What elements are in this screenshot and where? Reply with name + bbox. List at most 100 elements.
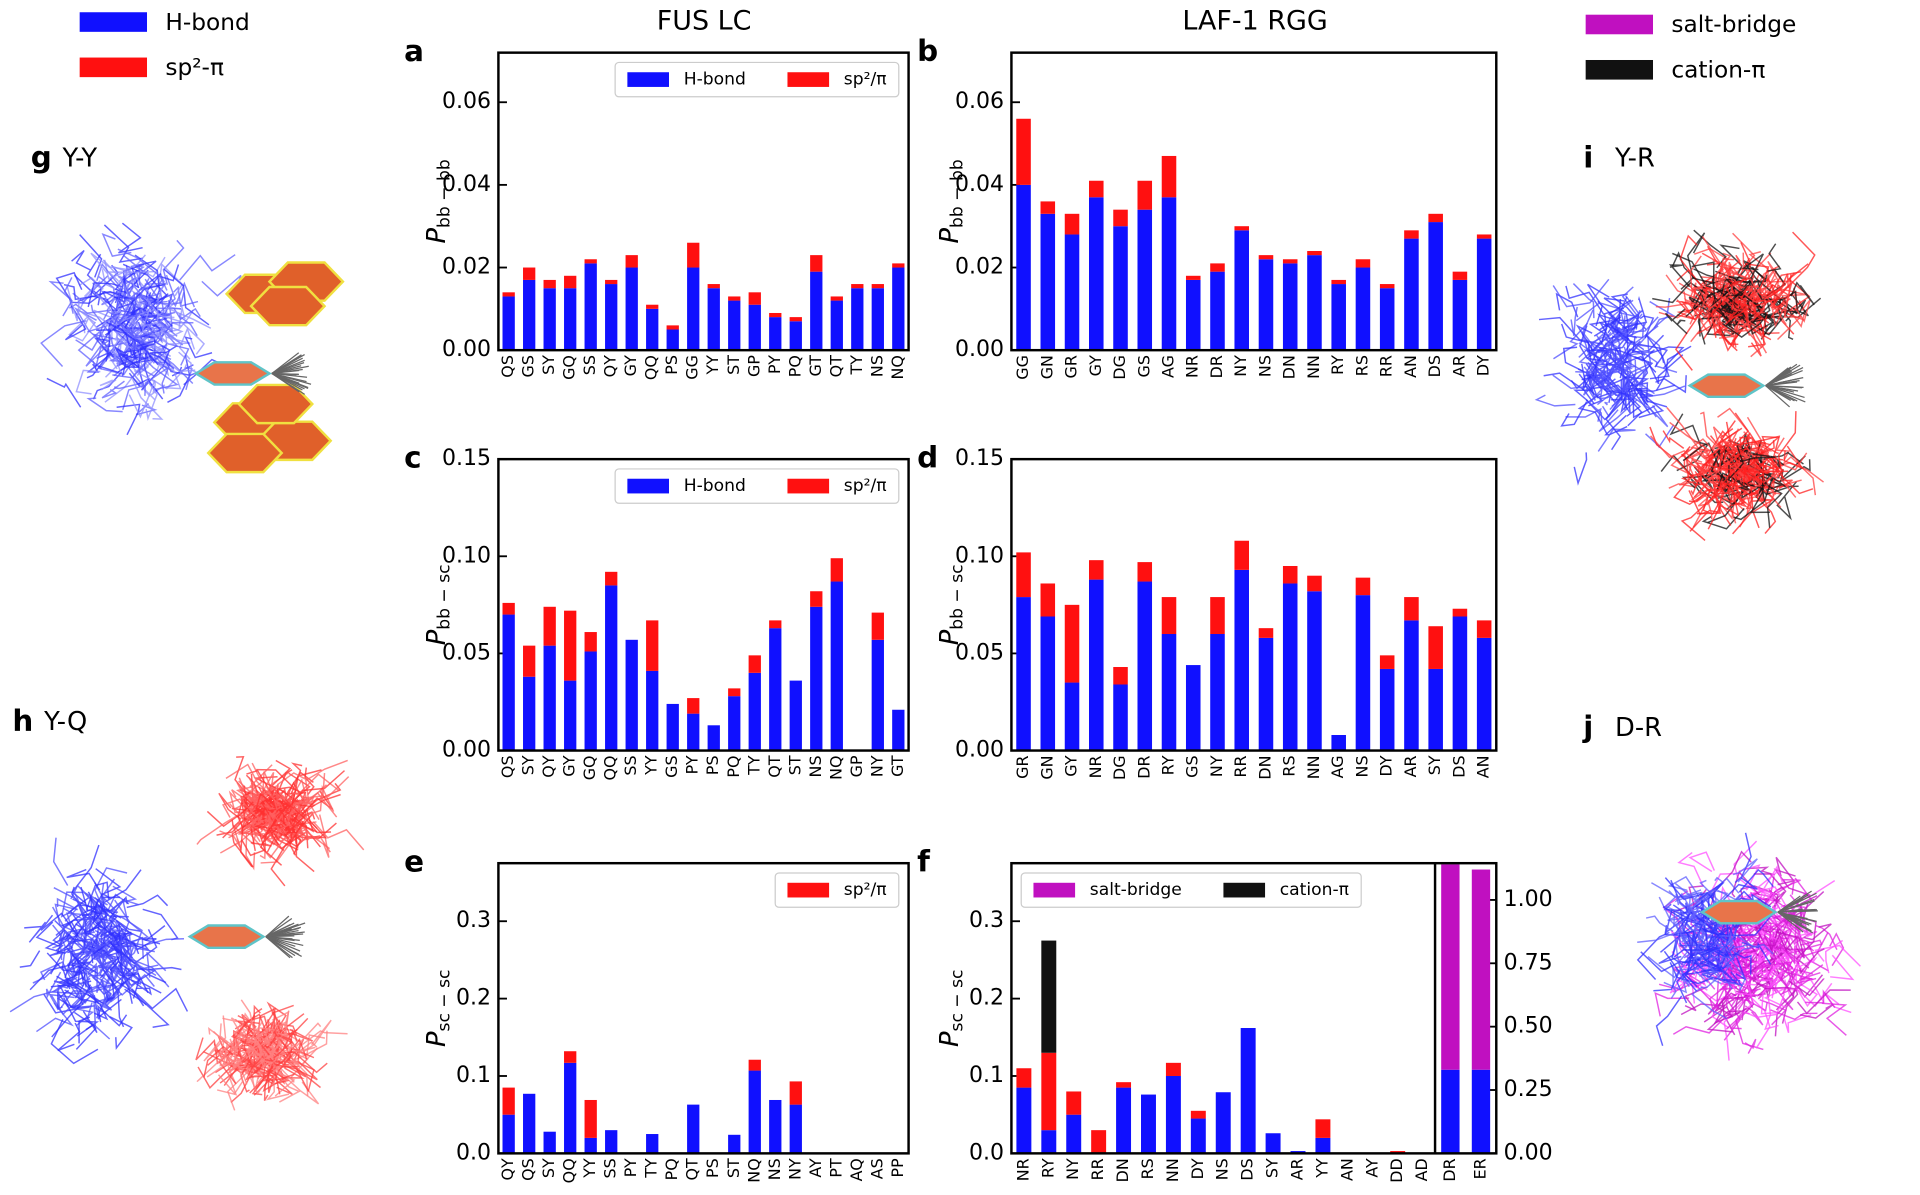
bar-segment [789, 680, 802, 751]
molecule-stick [85, 336, 114, 367]
molecule-stick [217, 1046, 230, 1070]
bar-segment [728, 296, 741, 301]
molecule-stick [179, 313, 198, 337]
bar-segment [1240, 1028, 1256, 1154]
bar-segment [1066, 1091, 1082, 1115]
bar-segment [810, 255, 823, 272]
bar-segment [830, 558, 843, 582]
x-tick-label: GG [683, 355, 702, 380]
molecule-stick [108, 327, 159, 366]
y-tick-label: 0.04 [442, 172, 491, 197]
molecule-stick [1719, 254, 1743, 278]
molecule-stick [259, 823, 284, 866]
x-tick-label: RS [1352, 355, 1371, 376]
molecule-stick [101, 878, 119, 914]
x-tick-label: QT [765, 755, 784, 778]
x-tick-label: YY [1312, 1158, 1331, 1179]
molecule-stick [286, 801, 332, 834]
molecule-stick [1697, 301, 1724, 335]
bar-segment [1190, 1118, 1206, 1154]
molecule-stick [1733, 441, 1779, 454]
bar-segment [1064, 234, 1080, 351]
bar-segment [769, 620, 782, 629]
molecule-stick [271, 362, 305, 375]
molecule-stick [105, 975, 115, 1002]
y-tick-label: 0.1 [969, 1063, 1004, 1088]
bar-segment [543, 645, 556, 751]
molecule-stick [265, 786, 281, 811]
x-tick-label: NS [1352, 755, 1371, 777]
molecule-stick [142, 284, 164, 327]
molecule-stick [1758, 435, 1781, 455]
bar-segment [1064, 604, 1080, 683]
x-tick-label: QY [601, 355, 620, 378]
molecule-stick [1793, 958, 1813, 991]
molecule-stick [101, 922, 132, 957]
panel-letter: e [404, 845, 424, 879]
molecule-stick [1744, 1038, 1757, 1054]
y-tick-label: 0.2 [969, 986, 1004, 1011]
molecule-stick [9, 976, 78, 1013]
molecule-stick [128, 379, 156, 419]
bar-segment [1040, 213, 1056, 351]
panel-letter: j [1582, 710, 1593, 744]
bar-segment [1016, 184, 1031, 351]
x-tick-label: PS [703, 1158, 722, 1178]
molecule-stick [1766, 243, 1782, 272]
molecule-stick [196, 807, 251, 845]
x-tick-label: SY [539, 1158, 558, 1178]
molecule-stick [1699, 411, 1730, 459]
molecule-stick [1588, 385, 1606, 426]
bar-segment [871, 612, 884, 640]
molecule-stick [261, 1061, 295, 1082]
x-tick-label: PY [683, 755, 702, 774]
bar-segment [1441, 1069, 1460, 1154]
bar-segment [523, 645, 536, 677]
bar-segment [1016, 1087, 1032, 1154]
bar-segment [646, 670, 659, 751]
molecule-stick [1715, 314, 1743, 352]
panel-letter: c [404, 441, 421, 475]
legend-label: sp²/π [844, 70, 887, 90]
molecule-stick [1705, 282, 1731, 304]
bar-segment [605, 571, 618, 586]
molecule-stick [66, 933, 90, 976]
molecule-stick [1607, 299, 1632, 354]
molecule-stick [246, 1054, 271, 1096]
molecule-stick [1765, 473, 1787, 488]
molecule-stick [167, 354, 191, 403]
y-tick-label: 0.02 [955, 255, 1004, 280]
molecule-stick [1774, 923, 1793, 947]
molecule-stick [265, 936, 300, 956]
chart-panel: d Pbb − sc 0.00 0.05 0.10 0.15 GR GN GY NR DG DR RY G… [917, 441, 1498, 780]
x-tick-label: AR [1288, 1158, 1307, 1180]
molecule-stick [1748, 312, 1768, 348]
y-tick-label: 0.00 [955, 738, 1004, 763]
column-title: LAF-1 RGG [1182, 6, 1327, 37]
y-tick-label: 0.10 [442, 543, 491, 568]
molecule-stick [46, 377, 82, 408]
legend: sp²/π [774, 872, 900, 908]
x-tick-label: AR [1449, 355, 1468, 377]
bar-segment [1282, 583, 1298, 751]
molecule-stick [1586, 378, 1621, 393]
molecule-stick [1787, 263, 1811, 310]
molecule-stick [1717, 910, 1776, 937]
y-tick-label: 0.05 [442, 640, 491, 665]
bar-segment [1441, 864, 1460, 1070]
bar-segment [1215, 1092, 1231, 1154]
x-tick-label: TY [642, 1158, 661, 1179]
molecule-stick [259, 771, 296, 807]
molecule-stick [1788, 978, 1825, 997]
molecule-stick [153, 311, 178, 337]
x-tick-label: GT [888, 755, 907, 777]
molecule-stick [55, 271, 83, 303]
bar-segment [1404, 238, 1419, 351]
molecule-stick [114, 899, 150, 944]
molecule-stick [1700, 421, 1732, 475]
molecule-stick [203, 1015, 227, 1062]
bar-segment [1452, 279, 1468, 351]
x-tick-label: NR [1086, 755, 1105, 778]
molecule-stick [265, 915, 290, 938]
legend: H-bond sp²/π [614, 61, 900, 98]
